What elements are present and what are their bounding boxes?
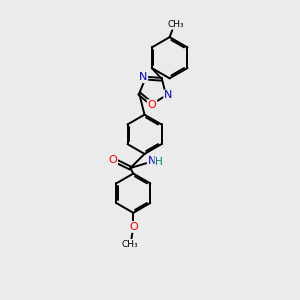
- Text: O: O: [148, 100, 156, 110]
- Text: O: O: [129, 222, 138, 232]
- Text: H: H: [155, 157, 163, 167]
- Text: CH₃: CH₃: [122, 240, 138, 249]
- Text: N: N: [148, 156, 156, 166]
- Text: CH₃: CH₃: [167, 20, 184, 29]
- Text: N: N: [139, 72, 147, 82]
- Text: O: O: [108, 155, 117, 165]
- Text: N: N: [164, 90, 172, 100]
